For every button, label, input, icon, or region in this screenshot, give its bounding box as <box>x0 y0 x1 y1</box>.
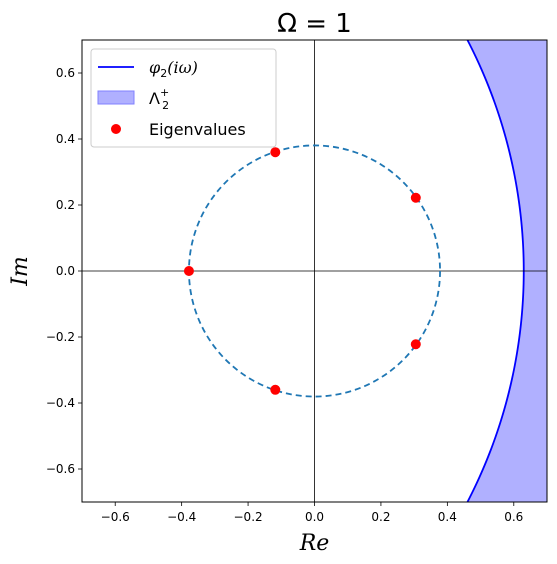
plot-area <box>82 40 547 502</box>
y-tick-label: −0.2 <box>46 330 75 344</box>
legend-phi2-sub: 2 <box>160 67 167 80</box>
legend-lambda2-sub: 2 <box>162 99 169 112</box>
eigenvalue-point-4 <box>410 339 421 350</box>
x-tick-label: 0.0 <box>305 510 324 524</box>
legend-box <box>90 48 277 148</box>
y-tick-label: 0.6 <box>56 66 75 80</box>
y-axis-label: Im <box>8 256 33 287</box>
y-tick-label: 0.0 <box>56 264 75 278</box>
x-tick-label: 0.2 <box>371 510 390 524</box>
eigenvalue-point-3 <box>183 266 194 276</box>
legend-phi2-base: φ <box>149 58 161 77</box>
y-tick-label: −0.4 <box>46 396 75 410</box>
legend: φ2(iω) Λ+ 2 Eigenvalues <box>90 48 277 148</box>
legend-lambda2-label: Λ+ 2 <box>149 86 169 112</box>
eigenvalue-point-1 <box>270 147 281 158</box>
x-tick-label: 0.6 <box>504 510 523 524</box>
legend-eigenvalues-swatch <box>111 124 121 134</box>
y-tick-label: 0.2 <box>56 198 75 212</box>
x-axis-ticks: −0.6 −0.4 −0.2 0.0 0.2 0.4 0.6 <box>101 502 523 524</box>
x-tick-label: −0.6 <box>101 510 130 524</box>
eigenvalue-point-5 <box>270 384 281 395</box>
chart-title: Ω = 1 <box>277 9 352 39</box>
legend-phi2-label: φ2(iω) <box>149 58 198 80</box>
legend-eigenvalues-label: Eigenvalues <box>149 120 246 139</box>
legend-phi2-rest: (iω) <box>167 58 198 77</box>
y-tick-label: 0.4 <box>56 132 75 146</box>
x-tick-label: −0.2 <box>234 510 263 524</box>
x-tick-label: 0.4 <box>438 510 457 524</box>
legend-lambda2-swatch <box>97 90 135 105</box>
legend-lambda2-sup: + <box>160 86 169 99</box>
y-axis-ticks: −0.6 −0.4 −0.2 0.0 0.2 0.4 0.6 <box>46 66 82 476</box>
shaded-region-lambda2-plus <box>467 40 547 502</box>
legend-lambda2-base: Λ <box>149 89 160 108</box>
eigenvalue-point-2 <box>410 192 421 203</box>
x-tick-label: −0.4 <box>167 510 196 524</box>
x-axis-label: Re <box>299 531 330 556</box>
eigenvalue-points <box>183 147 421 395</box>
y-tick-label: −0.6 <box>46 462 75 476</box>
